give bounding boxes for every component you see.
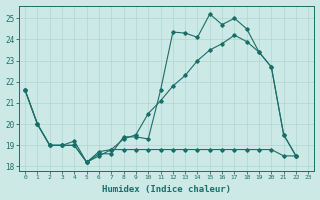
X-axis label: Humidex (Indice chaleur): Humidex (Indice chaleur) xyxy=(102,185,231,194)
